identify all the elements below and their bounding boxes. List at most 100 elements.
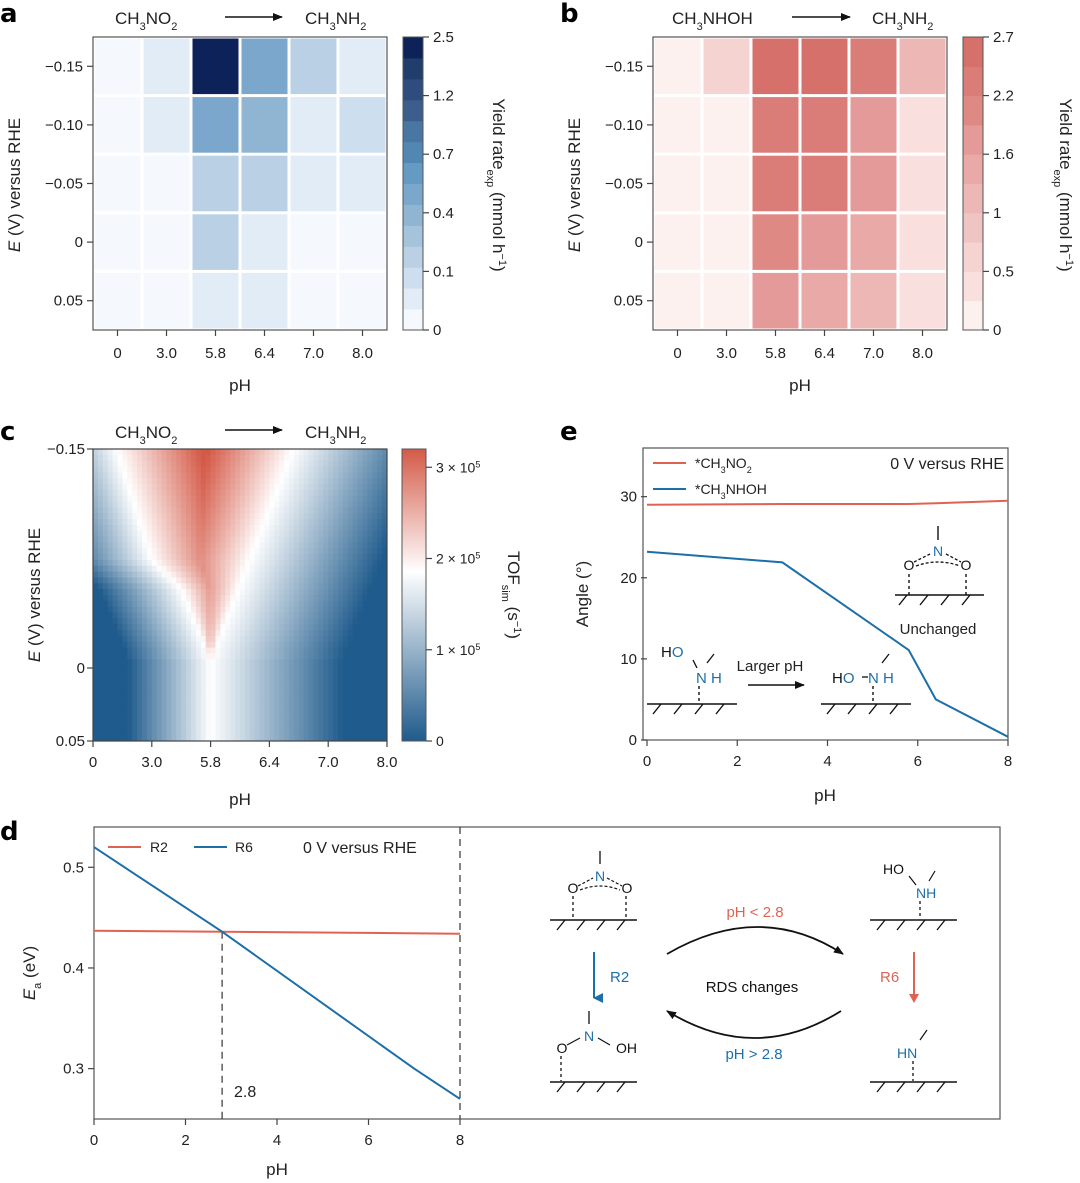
tof-field-cell (333, 583, 339, 590)
tof-field-cell (303, 618, 310, 625)
tof-field-cell (142, 618, 148, 625)
tof-field-cell (279, 577, 285, 584)
tof-field-cell (269, 454, 275, 462)
tof-field-cell (279, 583, 285, 590)
tof-field-cell (200, 495, 207, 503)
tof-field-cell (210, 524, 217, 532)
tof-field-cell (328, 717, 334, 725)
tof-field-cell (303, 635, 310, 643)
tof-field-cell (102, 583, 109, 590)
tof-field-cell (342, 595, 349, 602)
tof-field-cell (377, 624, 383, 631)
tof-field-cell (146, 705, 153, 713)
tof-field-cell (269, 659, 275, 666)
tof-field-cell (313, 700, 319, 707)
tof-field-cell (161, 577, 168, 584)
tof-field-cell (230, 624, 236, 631)
tof-field-cell (279, 472, 285, 479)
tof-field-cell (244, 449, 251, 456)
tof-field-cell (338, 670, 344, 678)
tof-field-cell (244, 624, 251, 631)
tof-field-cell (372, 454, 378, 462)
svg-text:N H: N H (868, 670, 894, 687)
tof-field-cell (220, 682, 226, 690)
tof-field-cell (230, 472, 236, 479)
tof-field-cell (298, 630, 305, 637)
tof-field-cell (249, 688, 256, 695)
tof-field-cell (146, 466, 153, 473)
tof-field-cell (244, 478, 251, 485)
tof-field-cell (342, 659, 349, 666)
tof-field-cell (240, 595, 246, 602)
tof-field-cell (225, 501, 231, 508)
tof-field-cell (254, 659, 261, 666)
tof-field-cell (127, 449, 133, 456)
tof-field-cell (289, 682, 295, 690)
tof-field-cell (186, 530, 192, 538)
tof-field-cell (215, 612, 221, 619)
tof-field-cell (235, 612, 241, 619)
tof-field-cell (347, 635, 354, 643)
tof-field-cell (372, 449, 378, 456)
tof-field-cell (279, 559, 285, 567)
tof-field-cell (220, 489, 226, 497)
tof-field-cell (382, 647, 387, 654)
tof-field-cell (284, 565, 290, 573)
legend-label-ch3no2: *CH3NO2 (695, 455, 752, 475)
tof-field-cell (235, 723, 241, 730)
tof-field-cell (137, 460, 143, 468)
tof-field-cell (210, 647, 217, 654)
colorbar-segment (403, 162, 423, 184)
tof-field-cell (186, 600, 192, 608)
tof-field-cell (357, 705, 364, 713)
tof-field-cell (382, 513, 387, 520)
series-line-ch3nhoh (646, 550, 1009, 738)
tof-field-cell (97, 513, 104, 520)
tof-field-cell (186, 472, 192, 479)
tof-field-cell (333, 589, 339, 596)
tof-field-cell (166, 478, 172, 485)
tof-field-cell (171, 454, 177, 462)
tof-field-cell (293, 519, 300, 526)
tof-field-cell (107, 495, 114, 503)
tof-field-cell (186, 676, 192, 684)
tof-field-cell (357, 670, 364, 678)
tof-field-cell (269, 670, 275, 678)
tof-field-cell (127, 612, 133, 619)
tof-field-cell (107, 700, 114, 707)
tof-field-cell (244, 618, 251, 625)
tof-field-cell (146, 589, 153, 596)
tof-field-cell (303, 536, 310, 544)
heatmap-cell (703, 38, 750, 95)
tof-field-cell (107, 559, 114, 567)
tof-field-cell (254, 694, 261, 701)
tof-field-cell (249, 694, 256, 701)
tof-field-cell (132, 688, 138, 695)
tof-field-cell (132, 495, 138, 503)
tof-field-cell (93, 723, 99, 730)
tof-field-cell (347, 606, 354, 614)
tof-field-cell (200, 647, 207, 654)
tof-field-cell (151, 577, 158, 584)
tof-field-cell (215, 700, 221, 707)
tof-field-cell (210, 583, 217, 590)
tof-field-cell (249, 735, 256, 741)
tof-field-cell (284, 466, 290, 473)
tof-field-cell (191, 536, 197, 544)
tof-field-cell (323, 577, 329, 584)
tof-field-cell (225, 530, 231, 538)
tof-field-cell (249, 472, 256, 479)
tof-field-cell (269, 635, 275, 643)
tof-field-cell (254, 484, 261, 491)
tof-field-cell (112, 670, 119, 678)
tof-field-cell (93, 682, 99, 690)
tof-field-cell (205, 472, 212, 479)
tof-field-cell (377, 723, 383, 730)
heatmap-cell (899, 272, 946, 329)
tof-field-cell (298, 676, 305, 684)
tof-field-cell (264, 454, 270, 462)
tof-field-cell (112, 542, 119, 549)
tof-field-cell (367, 653, 373, 660)
tof-field-cell (225, 565, 231, 573)
